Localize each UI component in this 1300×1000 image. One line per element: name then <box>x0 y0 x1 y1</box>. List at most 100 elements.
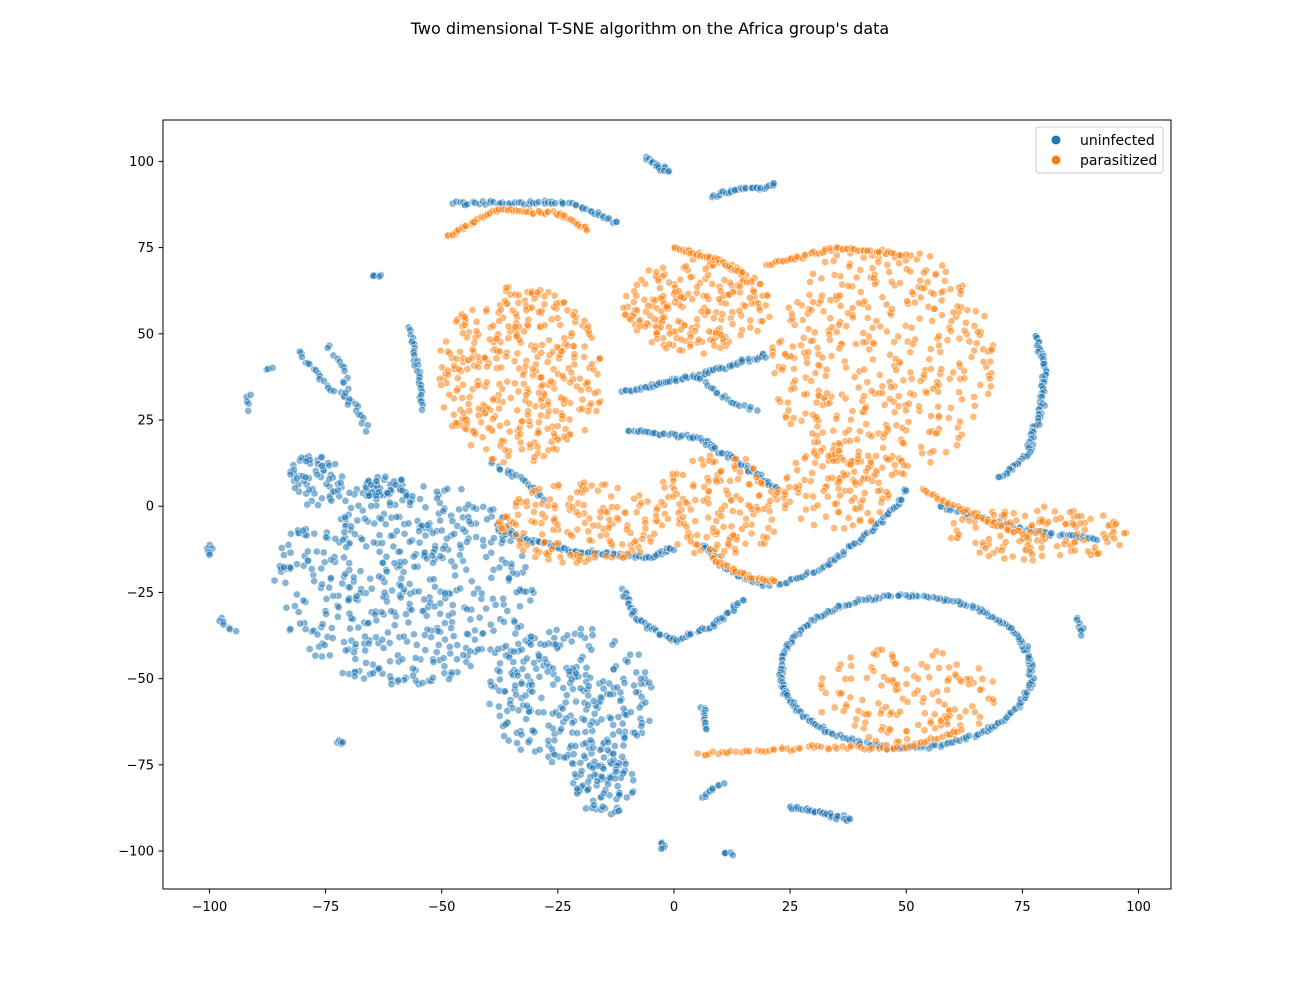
point-uninfected <box>559 684 568 692</box>
point-parasitized <box>879 443 887 452</box>
point-parasitized <box>808 429 817 438</box>
point-parasitized <box>804 325 813 333</box>
point-uninfected <box>565 667 573 676</box>
point-uninfected <box>409 552 418 561</box>
point-parasitized <box>567 368 576 377</box>
point-uninfected <box>386 531 395 540</box>
point-parasitized <box>514 510 522 519</box>
point-parasitized <box>841 428 850 437</box>
point-uninfected <box>407 606 416 614</box>
point-parasitized <box>650 529 659 538</box>
point-parasitized <box>847 662 856 670</box>
point-parasitized <box>745 747 754 756</box>
point-parasitized <box>693 749 702 758</box>
point-parasitized <box>832 414 841 423</box>
point-uninfected <box>292 560 301 569</box>
point-uninfected <box>612 217 621 226</box>
point-parasitized <box>876 508 884 517</box>
point-parasitized <box>874 487 882 495</box>
point-uninfected <box>310 577 319 586</box>
point-parasitized <box>835 477 844 486</box>
y-tick-label: 75 <box>137 241 154 256</box>
point-parasitized <box>538 530 547 539</box>
point-parasitized <box>663 302 671 311</box>
point-parasitized <box>826 296 835 304</box>
point-parasitized <box>1040 502 1049 511</box>
point-uninfected <box>325 583 334 592</box>
point-parasitized <box>841 394 850 403</box>
point-uninfected <box>313 630 322 639</box>
point-parasitized <box>708 280 717 288</box>
point-parasitized <box>925 355 934 364</box>
point-parasitized <box>519 379 528 388</box>
point-uninfected <box>367 584 376 593</box>
point-parasitized <box>580 316 589 325</box>
point-parasitized <box>888 652 897 661</box>
point-uninfected <box>430 582 439 591</box>
point-parasitized <box>885 395 894 403</box>
point-parasitized <box>979 357 988 366</box>
point-parasitized <box>980 312 989 320</box>
point-parasitized <box>1008 552 1017 561</box>
point-parasitized <box>846 436 854 445</box>
point-parasitized <box>549 525 558 534</box>
point-uninfected <box>366 480 375 489</box>
point-parasitized <box>964 680 973 689</box>
point-uninfected <box>527 640 535 649</box>
point-parasitized <box>730 462 739 471</box>
point-uninfected <box>557 725 566 733</box>
point-parasitized <box>788 309 796 318</box>
point-parasitized <box>530 294 539 303</box>
point-uninfected <box>545 628 554 636</box>
point-parasitized <box>682 522 691 531</box>
point-parasitized <box>920 370 928 379</box>
point-parasitized <box>920 726 929 735</box>
point-uninfected <box>448 517 457 525</box>
point-uninfected <box>753 406 762 415</box>
point-uninfected <box>360 674 368 683</box>
point-parasitized <box>650 315 659 324</box>
point-uninfected <box>362 659 370 667</box>
point-uninfected <box>296 619 304 628</box>
point-uninfected <box>620 679 629 687</box>
point-parasitized <box>727 522 736 531</box>
point-parasitized <box>817 708 826 717</box>
point-uninfected <box>568 718 577 727</box>
point-uninfected <box>351 640 360 648</box>
point-parasitized <box>1080 525 1089 534</box>
point-parasitized <box>844 309 852 317</box>
point-uninfected <box>598 802 607 811</box>
point-uninfected <box>897 495 905 504</box>
point-uninfected <box>246 390 255 399</box>
point-uninfected <box>277 544 286 552</box>
point-parasitized <box>679 470 687 479</box>
point-uninfected <box>475 613 484 622</box>
point-parasitized <box>596 354 604 363</box>
point-uninfected <box>429 673 437 682</box>
point-parasitized <box>926 719 935 727</box>
point-parasitized <box>797 416 806 425</box>
point-parasitized <box>659 263 667 272</box>
point-parasitized <box>710 341 719 350</box>
point-parasitized <box>786 419 795 428</box>
point-uninfected <box>455 551 464 559</box>
point-parasitized <box>472 317 481 326</box>
point-parasitized <box>826 314 835 323</box>
point-parasitized <box>471 430 480 438</box>
point-uninfected <box>377 515 386 523</box>
point-parasitized <box>876 709 885 718</box>
point-uninfected <box>482 604 490 613</box>
point-uninfected <box>345 488 354 497</box>
point-uninfected <box>626 708 635 717</box>
point-parasitized <box>760 539 769 548</box>
point-parasitized <box>622 292 631 300</box>
point-parasitized <box>530 507 538 516</box>
point-parasitized <box>863 509 872 517</box>
point-parasitized <box>512 332 521 341</box>
point-parasitized <box>870 274 878 283</box>
point-parasitized <box>795 744 804 753</box>
point-uninfected <box>205 550 214 559</box>
point-uninfected <box>319 548 328 557</box>
point-parasitized <box>755 305 764 314</box>
point-uninfected <box>421 531 430 540</box>
